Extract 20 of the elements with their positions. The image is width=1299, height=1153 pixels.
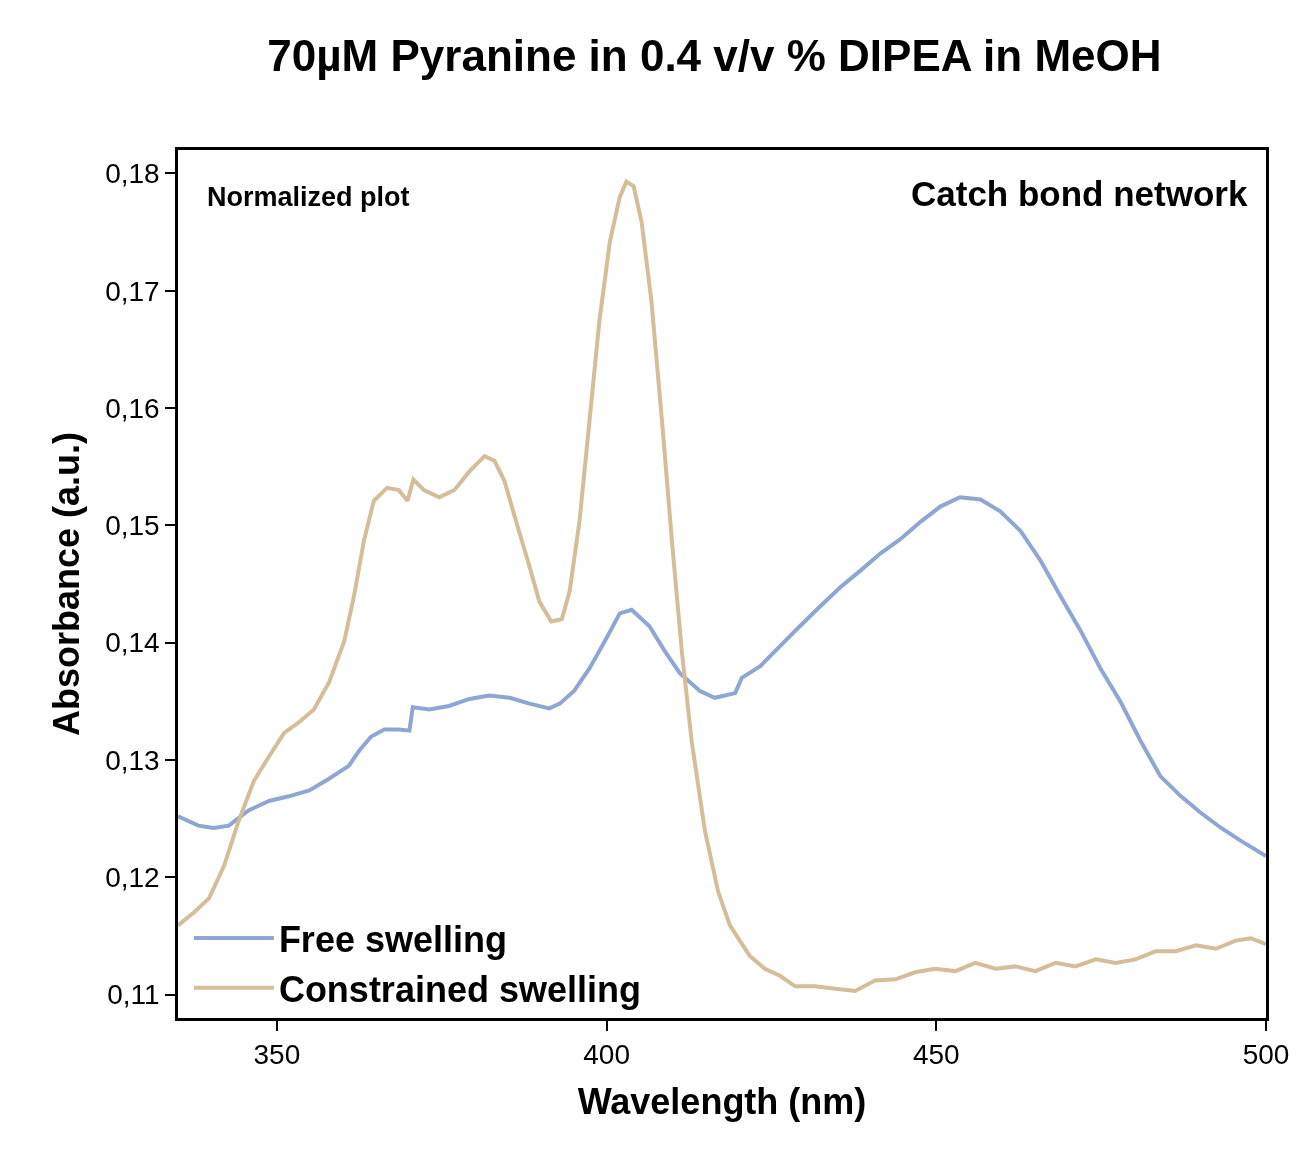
legend-label: Free swelling [278, 918, 507, 960]
y-tick-label: 0,16 [105, 392, 160, 424]
line-series [178, 495, 1266, 859]
y-axis-title: Absorbance (a.u.) [46, 431, 88, 737]
x-tick-label: 400 [583, 1039, 630, 1071]
x-axis-title: Wavelength (nm) [577, 1081, 867, 1123]
chart-title: 70µM Pyranine in 0.4 v/v % DIPEA in MeOH [267, 31, 1162, 81]
y-tick-label: 0,14 [105, 627, 160, 659]
x-tick-label: 500 [1242, 1039, 1290, 1071]
y-tick-label: 0,15 [105, 510, 160, 542]
y-tick-label: 0,13 [105, 744, 160, 776]
legend-label: Constrained swelling [278, 968, 641, 1010]
x-tick-label: 350 [253, 1039, 301, 1071]
y-tick-label: 0,18 [105, 158, 160, 190]
y-tick-label: 0,17 [105, 275, 160, 307]
annotation: Normalized plot [207, 182, 410, 212]
annotation: Catch bond network [911, 174, 1248, 213]
y-tick-label: 0,11 [107, 979, 160, 1011]
y-tick-label: 0,12 [105, 862, 160, 894]
x-tick-label: 450 [912, 1039, 960, 1071]
